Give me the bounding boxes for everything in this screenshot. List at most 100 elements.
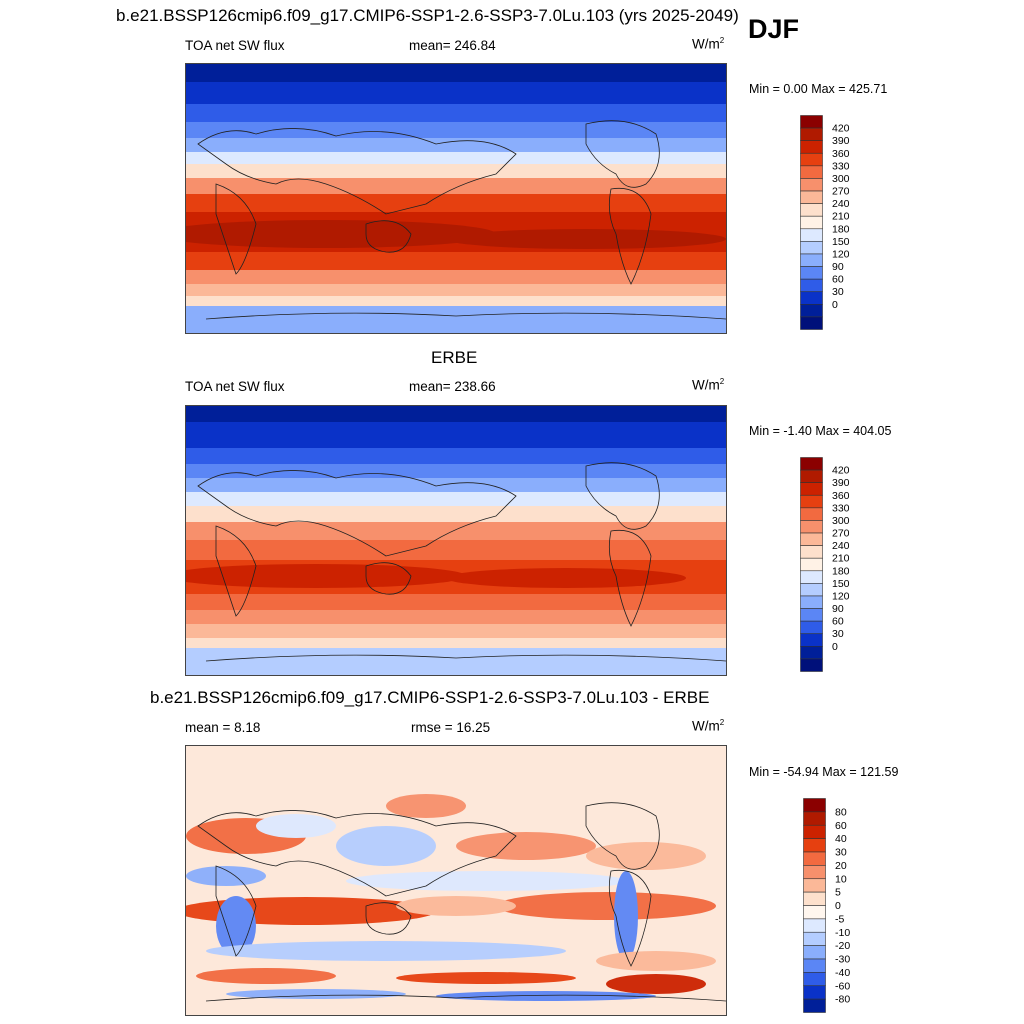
colorbar-tick-label: 60 (832, 616, 844, 628)
colorbar-swatch (803, 851, 826, 866)
colorbar-tick-label: 330 (832, 160, 850, 172)
colorbar-swatch (800, 127, 823, 141)
colorbar-swatch (800, 457, 823, 471)
units-sup: 2 (719, 36, 725, 45)
colorbar-swatch (800, 140, 823, 154)
colorbar-tick-label: 5 (835, 887, 841, 899)
colorbar-swatch (800, 266, 823, 280)
colorbar-swatch (800, 469, 823, 483)
colorbar-tick-label: 270 (832, 186, 850, 198)
colorbar-swatch (800, 520, 823, 534)
panel1-title: b.e21.BSSP126cmip6.f09_g17.CMIP6-SSP1-2.… (116, 6, 739, 25)
colorbar-tick-label: 150 (832, 578, 850, 590)
colorbar-swatch (803, 838, 826, 853)
colorbar-swatch (803, 905, 826, 920)
panel3-rmse-label: rmse = 16.25 (411, 720, 491, 735)
panel1-colorbar: 420 390 360 330 300 270 240 210 180 150 120 90 60 30 0 (800, 115, 870, 331)
colorbar-swatch (800, 203, 823, 217)
colorbar-swatch (800, 557, 823, 572)
colorbar-tick-label: 420 (832, 465, 850, 477)
colorbar-tick-label: 60 (835, 820, 847, 832)
colorbar-tick-label: 240 (832, 198, 850, 210)
colorbar-tick-label: -10 (835, 927, 850, 939)
colorbar-swatch (803, 945, 826, 960)
panel3-title: b.e21.BSSP126cmip6.f09_g17.CMIP6-SSP1-2.… (150, 688, 710, 707)
panel1-minmax: Min = 0.00 Max = 425.71 (749, 82, 888, 96)
colorbar-tick-label: -20 (835, 940, 850, 952)
panel2-minmax: Min = -1.40 Max = 404.05 (749, 424, 892, 438)
panel3-mean-label: mean = 8.18 (185, 720, 261, 735)
colorbar-swatch (803, 985, 826, 1000)
colorbar-tick-label: 20 (835, 860, 847, 872)
panel1-units: W/m2 (692, 36, 724, 52)
colorbar-swatch (800, 545, 823, 559)
panel1-map-svg (186, 64, 726, 333)
colorbar-tick-label: 90 (832, 261, 844, 273)
colorbar-tick-label: 120 (832, 248, 850, 260)
colorbar-tick-label: -40 (835, 967, 850, 979)
colorbar-swatch (800, 482, 823, 496)
colorbar-tick-label: 210 (832, 553, 850, 565)
colorbar-swatch (800, 178, 823, 192)
colorbar-tick-label: 330 (832, 502, 850, 514)
colorbar-tick-label: 300 (832, 515, 850, 527)
colorbar-swatch (800, 658, 823, 672)
colorbar-swatch (803, 878, 826, 893)
colorbar-swatch (800, 507, 823, 521)
colorbar-swatch (800, 152, 823, 167)
panel3-map (185, 745, 727, 1016)
panel2-map (185, 405, 727, 676)
colorbar-tick-label: 420 (832, 123, 850, 135)
panel2-map-svg (186, 406, 726, 675)
colorbar-swatch (803, 972, 826, 987)
panel2-mean-label: mean= 238.66 (409, 379, 496, 394)
colorbar-swatch (803, 811, 826, 826)
units-sup: 2 (719, 718, 725, 727)
colorbar-tick-label: 30 (832, 286, 844, 298)
panel3-colorbar: 80 60 40 30 20 10 5 0 -5 -10 -20 -30 -40 -60 -80 (803, 798, 873, 1014)
colorbar-tick-label: 0 (832, 641, 838, 653)
colorbar-tick-label: 240 (832, 540, 850, 552)
colorbar-tick-label: 10 (835, 873, 847, 885)
panel3-units: W/m2 (692, 718, 724, 734)
colorbar-swatch (803, 798, 826, 813)
colorbar-swatch (803, 998, 826, 1013)
colorbar-tick-label: 360 (832, 148, 850, 160)
units-text: W/m (692, 36, 720, 52)
colorbar-tick-label: 30 (835, 847, 847, 859)
colorbar-tick-label: 80 (835, 806, 847, 818)
panel2-title: ERBE (431, 348, 478, 367)
colorbar-swatch (800, 304, 823, 318)
colorbar-swatch (800, 583, 823, 597)
units-text: W/m (692, 377, 720, 393)
colorbar-swatch (803, 865, 826, 880)
units-sup: 2 (719, 377, 725, 386)
colorbar-tick-label: 0 (835, 900, 841, 912)
panel1-mean-label: mean= 246.84 (409, 38, 496, 53)
colorbar-swatch (800, 278, 823, 293)
colorbar-swatch (803, 958, 826, 973)
season-label: DJF (748, 14, 800, 44)
colorbar-tick-label: 180 (832, 565, 850, 577)
colorbar-swatch (800, 228, 823, 242)
colorbar-swatch (803, 824, 826, 839)
colorbar-swatch (800, 291, 823, 305)
colorbar-tick-label: 0 (832, 299, 838, 311)
panel3-map-svg (186, 746, 726, 1015)
colorbar-swatch (800, 316, 823, 330)
panel1-map (185, 63, 727, 334)
colorbar-tick-label: 180 (832, 223, 850, 235)
colorbar-swatch (803, 931, 826, 946)
colorbar-swatch (800, 608, 823, 622)
colorbar-swatch (800, 241, 823, 255)
colorbar-tick-label: 390 (832, 477, 850, 489)
colorbar-tick-label: 270 (832, 528, 850, 540)
panel1-field-label: TOA net SW flux (185, 38, 285, 53)
units-text: W/m (692, 718, 720, 734)
colorbar-tick-label: -60 (835, 980, 850, 992)
colorbar-swatch (800, 494, 823, 509)
panel2-colorbar: 420 390 360 330 300 270 240 210 180 150 120 90 60 30 0 (800, 457, 870, 673)
colorbar-tick-label: 390 (832, 135, 850, 147)
